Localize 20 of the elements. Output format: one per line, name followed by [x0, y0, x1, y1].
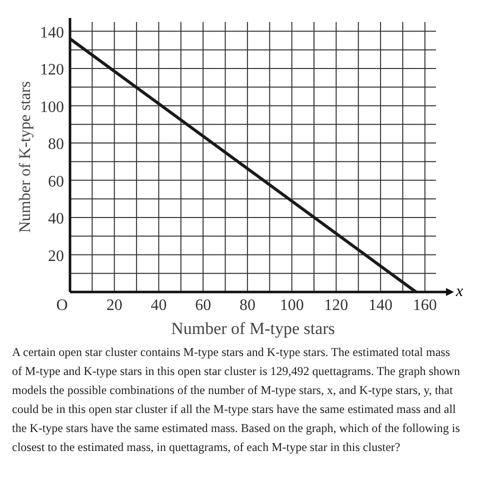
- x-tick-label: O: [56, 297, 68, 314]
- y-tick-label: 140: [40, 24, 64, 42]
- x-tick-label: 100: [280, 297, 304, 314]
- x-tick-label: 40: [150, 297, 167, 314]
- x-tick-label: 120: [324, 297, 348, 314]
- y-tick-label: 100: [40, 98, 64, 116]
- x-axis-title: Number of M-type stars: [171, 319, 335, 338]
- y-tick-label: 60: [48, 173, 64, 190]
- y-axis-title: Number of K-type stars: [17, 81, 34, 233]
- x-tick-label: 80: [239, 297, 256, 314]
- y-tick-label: 20: [48, 248, 64, 265]
- text: x: [455, 283, 464, 300]
- text: A certain open star cluster contains M-type stars and K-type stars. The estimated total mass of M-type and K-type stars in this open star cluster is 129,492 quettagrams. The graph shown models the possible combinations of the number of M-type stars, x, and K-type stars, y, that could be in this open star cluster if all the M-type stars have the same estimated mass and all the K-type stars have the same estimated mass. Based on the graph, which of the following is closest to the estimated mass, in quettagrams, of each M-type star in this cluster?: [12, 345, 460, 454]
- x-tick-label: 60: [195, 297, 212, 314]
- x-tick-label: 160: [412, 297, 437, 314]
- y-tick-label: 40: [48, 210, 64, 228]
- x-tick-label: 140: [368, 297, 393, 314]
- y-tick-label: 120: [40, 62, 64, 79]
- x-tick-label: 20: [106, 297, 122, 314]
- y-tick-label: 80: [48, 136, 64, 154]
